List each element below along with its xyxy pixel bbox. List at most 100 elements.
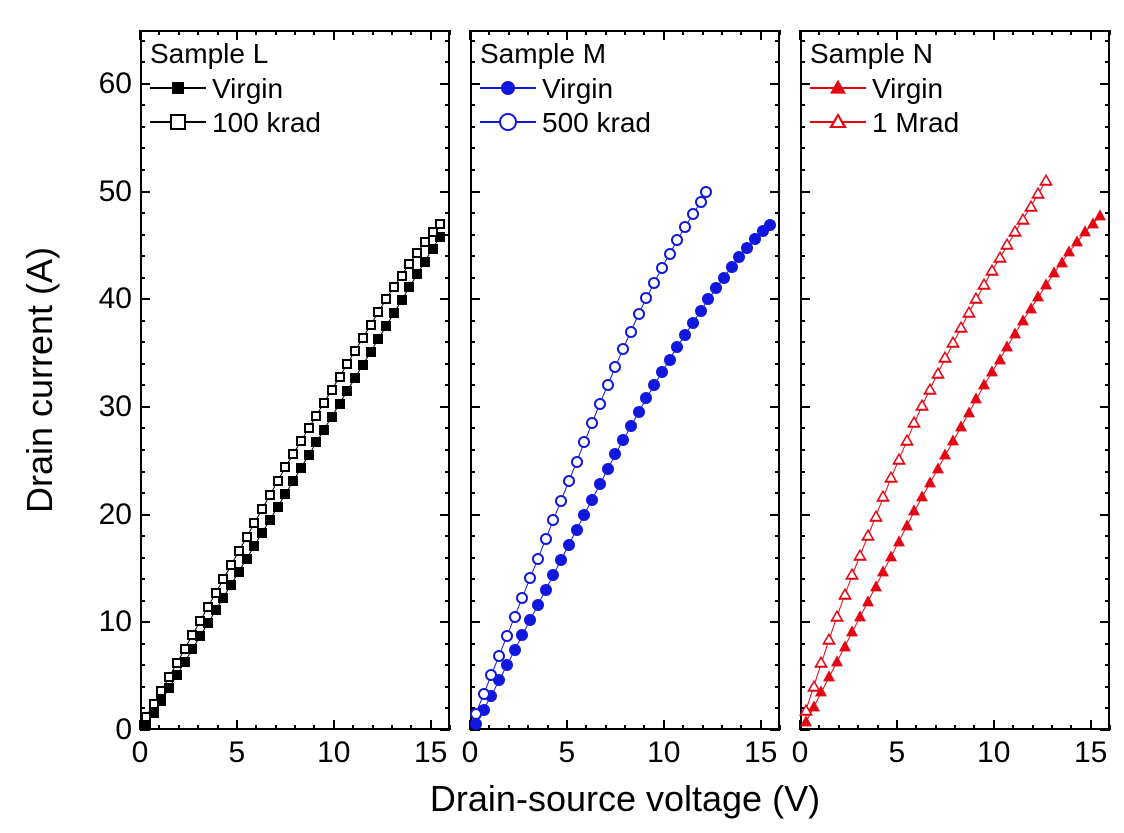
y-minor-tick (470, 643, 475, 645)
x-minor-tick (294, 30, 296, 35)
y-minor-tick (800, 686, 805, 688)
figure: Drain current (A)Drain-source voltage (V… (0, 0, 1124, 833)
data-marker (435, 219, 445, 229)
data-marker (571, 456, 583, 468)
data-marker (180, 644, 190, 654)
data-marker (1040, 279, 1052, 290)
x-tick-label: 10 (977, 736, 1010, 770)
x-minor-tick (1051, 30, 1053, 35)
data-marker (350, 346, 360, 356)
x-minor-tick (838, 725, 840, 730)
x-tick-label: 5 (559, 736, 576, 770)
data-marker (304, 423, 314, 433)
data-marker (547, 569, 559, 581)
x-tick-label: 0 (792, 736, 809, 770)
x-minor-tick (585, 725, 587, 730)
data-marker (831, 656, 843, 667)
y-minor-tick (445, 707, 450, 709)
legend-entry: Virgin (480, 71, 651, 105)
x-minor-tick (1070, 725, 1072, 730)
y-minor-tick (800, 212, 805, 214)
data-marker (563, 475, 575, 487)
y-minor-tick (445, 664, 450, 666)
x-minor-tick (352, 30, 354, 35)
y-tick (1100, 406, 1110, 408)
x-tick (333, 30, 335, 40)
y-minor-tick (470, 147, 475, 149)
data-marker (986, 366, 998, 377)
y-tick (800, 191, 810, 193)
data-marker (366, 320, 376, 330)
legend-swatch (150, 111, 206, 133)
y-minor-tick (470, 255, 475, 257)
y-minor-tick (775, 578, 780, 580)
y-tick (800, 298, 810, 300)
y-minor-tick (140, 578, 145, 580)
data-marker (854, 610, 866, 621)
y-minor-tick (800, 427, 805, 429)
y-minor-tick (775, 707, 780, 709)
data-marker (327, 385, 337, 395)
x-minor-tick (488, 30, 490, 35)
x-minor-tick (410, 30, 412, 35)
data-marker (700, 186, 712, 198)
data-marker (799, 703, 813, 715)
y-minor-tick (1105, 40, 1110, 42)
y-minor-tick (140, 600, 145, 602)
y-tick-label: 30 (99, 390, 132, 424)
y-minor-tick (800, 104, 805, 106)
y-minor-tick (1105, 277, 1110, 279)
data-marker (1009, 327, 1021, 338)
y-tick (470, 298, 480, 300)
x-minor-tick (954, 30, 956, 35)
data-marker (311, 437, 321, 447)
y-minor-tick (1105, 449, 1110, 451)
data-marker (800, 716, 812, 727)
y-minor-tick (470, 686, 475, 688)
data-marker (493, 650, 505, 662)
y-minor-tick (800, 643, 805, 645)
y-minor-tick (445, 686, 450, 688)
y-minor-tick (445, 126, 450, 128)
x-tick-label: 15 (414, 736, 447, 770)
y-tick (440, 514, 450, 516)
y-minor-tick (445, 212, 450, 214)
y-minor-tick (800, 471, 805, 473)
data-marker (908, 505, 920, 516)
y-minor-tick (140, 557, 145, 559)
y-minor-tick (775, 104, 780, 106)
y-axis-label: Drain current (A) (19, 247, 61, 513)
y-minor-tick (445, 471, 450, 473)
y-minor-tick (445, 147, 450, 149)
data-marker (516, 629, 528, 641)
x-minor-tick (721, 725, 723, 730)
y-minor-tick (1105, 126, 1110, 128)
data-marker (501, 630, 513, 642)
data-marker (884, 471, 898, 483)
data-marker (1025, 302, 1037, 313)
y-minor-tick (470, 104, 475, 106)
data-marker (288, 476, 298, 486)
data-marker (893, 535, 905, 546)
y-tick (440, 83, 450, 85)
x-tick (896, 720, 898, 730)
y-minor-tick (470, 471, 475, 473)
data-marker (617, 434, 629, 446)
legend-entry: 100 krad (150, 105, 321, 139)
data-marker (563, 539, 575, 551)
data-marker (280, 489, 290, 499)
data-marker (687, 208, 699, 220)
y-tick (770, 298, 780, 300)
y-minor-tick (140, 341, 145, 343)
data-marker (1063, 245, 1075, 256)
x-minor-tick (275, 725, 277, 730)
data-marker (578, 509, 590, 521)
data-marker (870, 580, 882, 591)
y-minor-tick (1105, 492, 1110, 494)
y-minor-tick (140, 212, 145, 214)
x-tick (760, 720, 762, 730)
y-minor-tick (445, 643, 450, 645)
data-marker (814, 656, 828, 668)
legend-entry: 1 Mrad (810, 105, 959, 139)
x-minor-tick (547, 30, 549, 35)
